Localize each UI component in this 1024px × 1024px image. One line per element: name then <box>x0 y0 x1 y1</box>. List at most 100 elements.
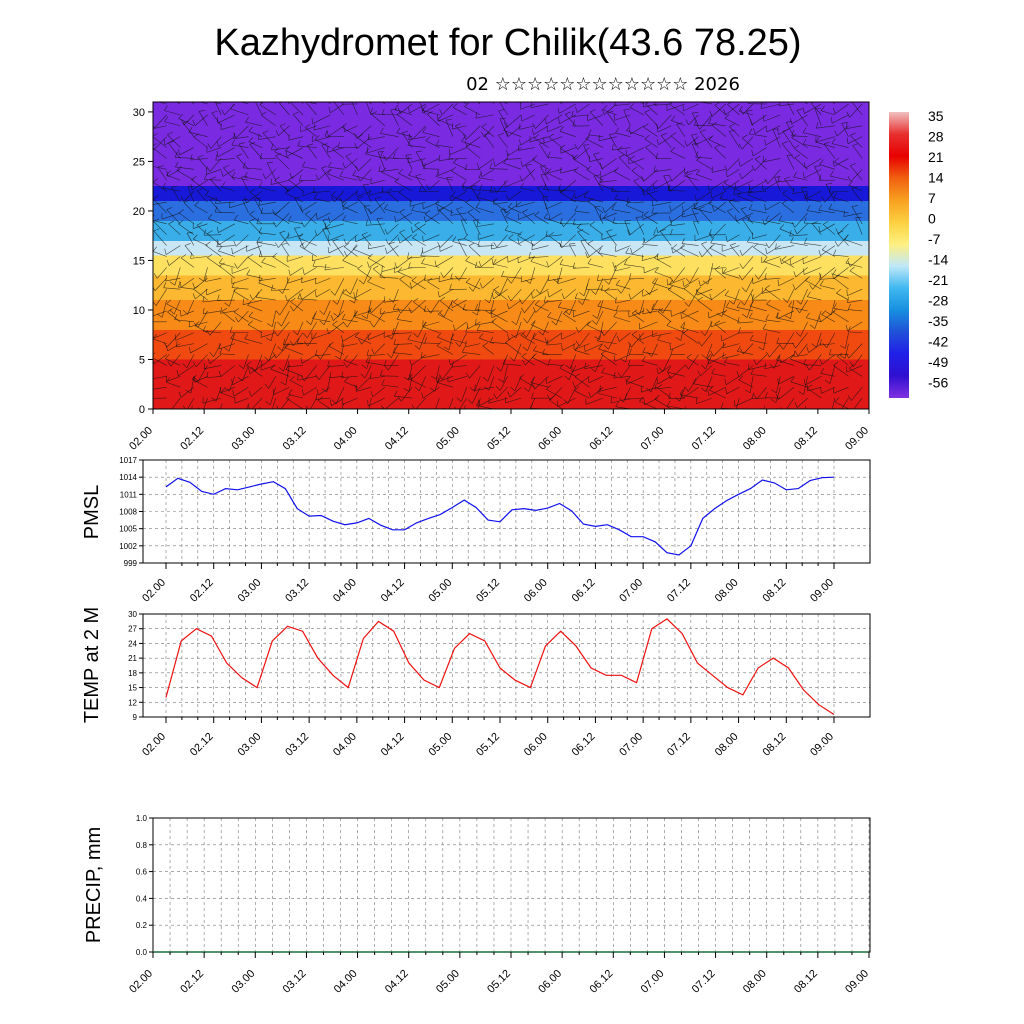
wind-barb <box>752 288 767 300</box>
wind-barb-flag <box>415 173 422 177</box>
wind-barb <box>153 220 167 225</box>
wind-barb <box>775 387 781 403</box>
wind-barb-flag <box>845 122 848 129</box>
wind-barb-flag <box>206 166 211 172</box>
wind-barb <box>652 201 672 206</box>
wind-barb-flag <box>178 391 182 398</box>
wind-barb-flag <box>221 181 226 188</box>
wind-barb-flag <box>753 393 758 400</box>
wind-barb <box>557 267 563 283</box>
y-tick-label: 15 <box>133 255 145 267</box>
wind-barb <box>415 397 426 409</box>
wind-barb <box>357 137 372 148</box>
wind-barb-flag <box>370 107 374 114</box>
wind-barb-flag <box>197 407 201 409</box>
wind-barb-flag <box>684 364 689 370</box>
wind-barb <box>231 277 249 285</box>
wind-barb <box>768 234 781 249</box>
x-tick-label: 07.00 <box>639 968 667 996</box>
wind-barb-flag <box>738 274 743 281</box>
wind-barb-flag <box>819 280 824 286</box>
wind-barb-flag <box>249 210 255 215</box>
wind-barb-flag <box>379 370 383 376</box>
wind-barb <box>460 219 467 235</box>
wind-barb <box>452 241 467 246</box>
wind-barb <box>587 324 604 334</box>
wind-barb-flag <box>748 312 753 319</box>
wind-barb <box>837 233 849 246</box>
wind-barb-flag <box>221 109 225 116</box>
wind-barb <box>407 378 426 388</box>
wind-barb-flag <box>270 178 272 185</box>
wind-barb-flag <box>645 102 650 105</box>
wind-barb <box>277 321 290 337</box>
wind-barb-flag <box>342 102 344 105</box>
wind-barb <box>290 301 304 312</box>
wind-barb <box>220 310 235 314</box>
wind-barb <box>449 147 467 156</box>
wind-barb <box>367 136 385 141</box>
wind-barb <box>847 136 863 144</box>
wind-barb <box>275 212 290 228</box>
wind-barb <box>853 354 863 367</box>
wind-barb-flag <box>789 258 792 265</box>
wind-barb <box>187 299 195 315</box>
wind-barb-flag <box>465 256 470 261</box>
wind-barb-flag <box>538 330 544 336</box>
wind-barb-flag <box>233 95 236 100</box>
wind-barb <box>450 277 467 280</box>
wind-barb <box>312 265 331 268</box>
wind-barb <box>388 243 399 257</box>
wind-barb-flag <box>627 359 631 366</box>
wind-barb <box>194 376 208 383</box>
wind-barb-flag <box>784 176 791 180</box>
wind-barb <box>742 256 754 269</box>
wind-barb <box>560 245 576 247</box>
wind-barb <box>232 176 249 181</box>
wind-barb-flag <box>700 129 706 133</box>
wind-barb <box>573 267 590 269</box>
wind-barb <box>765 201 781 211</box>
wind-barb <box>720 198 740 203</box>
wind-barb-flag <box>698 206 705 210</box>
wind-barb <box>663 175 672 192</box>
wind-barb-flag <box>343 355 349 361</box>
wind-barb <box>156 267 167 279</box>
wind-barb-flag <box>765 392 768 398</box>
precip-x-axis: 02.00 02.12 03.00 03.12 04.00 04.12 05.00 05.12… <box>127 952 871 996</box>
wind-barb-flag <box>279 230 286 234</box>
wind-barb <box>153 180 154 181</box>
wind-barb <box>693 208 713 214</box>
wind-barb <box>626 130 645 137</box>
wind-barb <box>589 158 604 163</box>
wind-barb <box>643 103 658 108</box>
wind-barb <box>207 257 222 268</box>
wind-barb <box>448 332 454 350</box>
wind-barb-flag <box>306 320 312 325</box>
wind-barb-flag <box>440 272 444 278</box>
wind-barb <box>705 376 713 392</box>
wind-barb-flag <box>507 202 513 208</box>
wind-barb-flag <box>171 185 178 188</box>
wind-barb-flag <box>241 176 248 178</box>
wind-barb <box>691 208 699 224</box>
wind-barb-flag <box>166 344 168 351</box>
wind-barb <box>619 332 631 342</box>
wind-barb <box>623 109 631 126</box>
wind-barb <box>821 354 836 365</box>
wind-barb-flag <box>498 97 504 98</box>
wind-barb <box>361 332 372 345</box>
wind-barb <box>521 356 536 366</box>
x-tick-label: 08.00 <box>741 425 769 453</box>
wind-barb-flag <box>282 338 286 345</box>
wind-barb <box>413 301 426 312</box>
wind-barb-flag <box>734 182 736 189</box>
wind-barb-flag <box>321 388 328 393</box>
wind-barb <box>446 177 454 192</box>
wind-barb <box>815 141 835 148</box>
wind-barb <box>521 277 535 283</box>
wind-barb <box>642 310 658 315</box>
wind-barb <box>425 212 440 223</box>
wind-barb <box>437 382 454 388</box>
wind-barb <box>439 408 440 409</box>
